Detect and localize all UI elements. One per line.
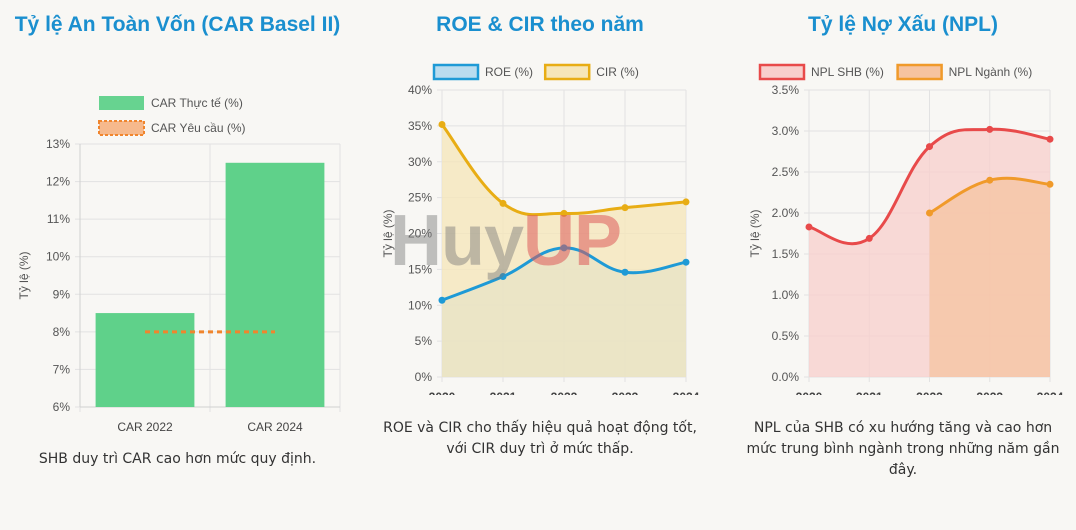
- legend-swatch-car-actual: [99, 96, 144, 110]
- car-xtick-label: CAR 2022: [117, 420, 173, 434]
- roe-cir-xtick-label: 2024: [673, 390, 700, 395]
- roe-cir-point-0: [438, 296, 446, 304]
- car-ytick-label: 13%: [46, 137, 70, 151]
- car-caption: SHB duy trì CAR cao hơn mức quy định.: [38, 451, 317, 467]
- roe-cir-ytick-label: 35%: [408, 119, 432, 133]
- npl-point-0: [805, 223, 813, 231]
- npl-xtick-label: 2020: [796, 390, 823, 395]
- legend-label-car-required: CAR Yêu cầu (%): [151, 121, 245, 135]
- roe-cir-point-1: [621, 204, 629, 212]
- npl-ytick-label: 3.0%: [772, 124, 800, 138]
- npl-point-0: [926, 143, 933, 151]
- npl-point-0: [865, 234, 873, 242]
- npl-legend-swatch-1: [896, 63, 943, 81]
- npl-ytick-label: 2.5%: [772, 165, 800, 179]
- npl-xtick-label: 2023: [976, 390, 1003, 395]
- npl-ytick-label: 0.0%: [772, 370, 800, 384]
- npl-point-1: [926, 209, 933, 217]
- npl-chart-title: Tỷ lệ Nợ Xấu (NPL): [808, 13, 998, 36]
- roe-cir-ytick-label: 15%: [408, 262, 432, 276]
- roe-cir-ytick-label: 30%: [408, 155, 432, 169]
- roe-cir-legend-swatch-0: [432, 63, 480, 81]
- car-ytick-label: 12%: [46, 175, 70, 189]
- car-chart: CAR Thực tế (%) CAR Yêu cầu (%) 6% 7% 8% 9% 10…: [17, 96, 341, 434]
- npl-legend-label-0: NPL SHB (%): [811, 65, 884, 79]
- car-ytick-label: 11%: [47, 212, 70, 226]
- car-ytick-label: 8%: [53, 325, 71, 339]
- npl-xtick-label: 2022: [916, 390, 943, 395]
- npl-ytick-label: 0.5%: [772, 329, 800, 343]
- npl-chart: NPL SHB (%) NPL Ngành (%) 0.0% 0.5% 1.0% 1.5%…: [748, 63, 1064, 395]
- legend-swatch-car-required: [98, 120, 145, 136]
- roe-cir-ytick-label: 40%: [408, 83, 432, 97]
- car-bar: [225, 162, 325, 407]
- roe-cir-point-1: [682, 198, 690, 206]
- car-ytick-label: 9%: [53, 287, 71, 301]
- npl-area-1: [929, 178, 1050, 377]
- npl-point-1: [1046, 180, 1054, 188]
- roe-cir-point-1: [438, 120, 446, 128]
- roe-cir-point-0: [621, 268, 629, 276]
- npl-point-1: [986, 176, 994, 184]
- roe-cir-point-0: [682, 258, 690, 266]
- roe-cir-legend-label-0: ROE (%): [485, 65, 533, 79]
- roe-cir-panel: ROE & CIR theo năm ROE (%) CIR (%) 0% 5% 10%…: [372, 0, 708, 490]
- legend-label-car-actual: CAR Thực tế (%): [151, 96, 243, 110]
- npl-point-0: [986, 125, 994, 133]
- roe-cir-ytick-label: 20%: [408, 227, 432, 241]
- roe-cir-caption: ROE và CIR cho thấy hiệu quả hoạt động t…: [383, 420, 697, 457]
- npl-legend-swatch-0: [758, 63, 806, 81]
- roe-cir-ytick-label: 5%: [415, 334, 433, 348]
- npl-panel: Tỷ lệ Nợ Xấu (NPL) NPL SHB (%) NPL Ngành …: [730, 0, 1076, 490]
- roe-cir-legend-swatch-1: [543, 63, 591, 81]
- roe-cir-xtick-label: 2022: [551, 390, 578, 395]
- npl-ytick-label: 3.5%: [772, 83, 800, 97]
- roe-cir-xtick-label: 2021: [490, 390, 517, 395]
- npl-ytick-label: 2.0%: [772, 206, 800, 220]
- npl-point-0: [1046, 135, 1054, 143]
- npl-legend-label-1: NPL Ngành (%): [949, 65, 1033, 79]
- roe-cir-point-1: [499, 199, 507, 207]
- npl-y-axis-label: Tỷ lệ (%): [748, 209, 762, 257]
- roe-cir-ytick-label: 0%: [415, 370, 433, 384]
- roe-cir-chart: ROE (%) CIR (%) 0% 5% 10% 15% 20% 25% 30% 35% 40% 2…: [381, 63, 700, 395]
- npl-line-0: [808, 127, 1051, 246]
- npl-xtick-label: 2021: [856, 390, 883, 395]
- roe-cir-xtick-label: 2020: [429, 390, 456, 395]
- car-ytick-label: 10%: [46, 250, 70, 264]
- car-ytick-label: 7%: [53, 362, 71, 376]
- roe-cir-point-0: [560, 244, 568, 252]
- car-ytick-label: 6%: [53, 400, 71, 414]
- car-y-axis-label: Tỷ lệ (%): [17, 251, 31, 299]
- roe-cir-ytick-label: 10%: [408, 298, 432, 312]
- roe-cir-y-axis-label: Tỷ lệ (%): [381, 209, 395, 257]
- car-panel: Tỷ lệ An Toàn Vốn (CAR Basel II) CAR Thự…: [0, 0, 355, 490]
- npl-xtick-label: 2024: [1037, 390, 1064, 395]
- npl-caption: NPL của SHB có xu hướng tăng và cao hơn …: [746, 420, 1060, 478]
- roe-cir-line-1: [440, 123, 687, 217]
- car-xtick-label: CAR 2024: [247, 420, 303, 434]
- roe-cir-chart-title: ROE & CIR theo năm: [436, 13, 644, 36]
- roe-cir-point-0: [499, 273, 507, 281]
- roe-cir-xtick-label: 2023: [612, 390, 639, 395]
- roe-cir-ytick-label: 25%: [408, 191, 432, 205]
- npl-ytick-label: 1.0%: [772, 288, 800, 302]
- npl-ytick-label: 1.5%: [772, 247, 800, 261]
- roe-cir-legend-label-1: CIR (%): [596, 65, 639, 79]
- roe-cir-point-1: [560, 209, 568, 217]
- car-chart-title: Tỷ lệ An Toàn Vốn (CAR Basel II): [14, 13, 341, 36]
- car-bar: [95, 313, 195, 407]
